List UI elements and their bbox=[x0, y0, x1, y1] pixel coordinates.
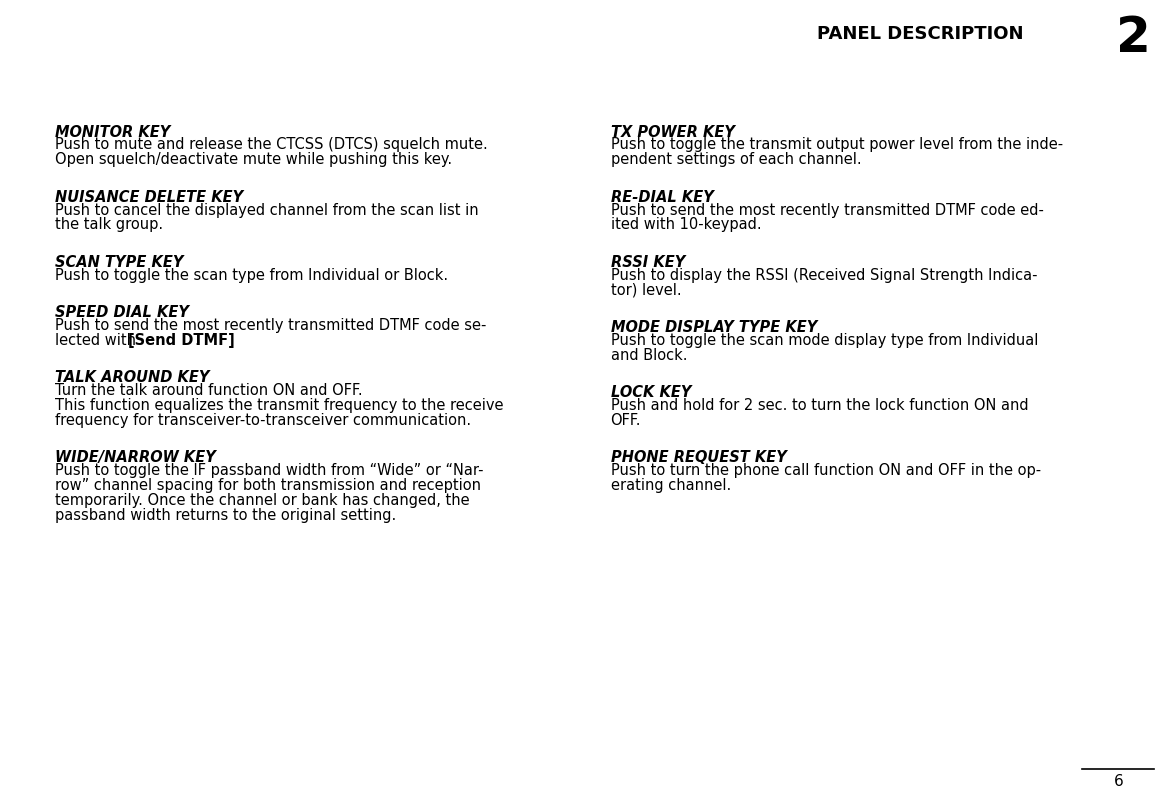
Text: Push to toggle the scan type from Individual or Block.: Push to toggle the scan type from Indivi… bbox=[55, 267, 448, 283]
Text: tor) level.: tor) level. bbox=[611, 282, 682, 297]
Text: .: . bbox=[194, 332, 200, 348]
Text: Push to send the most recently transmitted DTMF code se-: Push to send the most recently transmitt… bbox=[55, 317, 486, 332]
Text: Push to toggle the scan mode display type from Individual: Push to toggle the scan mode display typ… bbox=[611, 332, 1037, 348]
Text: [Send DTMF]: [Send DTMF] bbox=[128, 332, 235, 348]
Text: MODE DISPLAY TYPE KEY: MODE DISPLAY TYPE KEY bbox=[611, 320, 816, 335]
Text: Turn the talk around function ON and OFF.: Turn the talk around function ON and OFF… bbox=[55, 382, 363, 397]
Text: Push and hold for 2 sec. to turn the lock function ON and: Push and hold for 2 sec. to turn the loc… bbox=[611, 397, 1028, 413]
Text: RSSI KEY: RSSI KEY bbox=[611, 255, 685, 270]
Text: pendent settings of each channel.: pendent settings of each channel. bbox=[611, 153, 861, 167]
Text: SCAN TYPE KEY: SCAN TYPE KEY bbox=[55, 255, 183, 270]
Text: Push to toggle the IF passband width from “Wide” or “Nar-: Push to toggle the IF passband width fro… bbox=[55, 463, 483, 478]
Text: Push to send the most recently transmitted DTMF code ed-: Push to send the most recently transmitt… bbox=[611, 202, 1043, 218]
Text: passband width returns to the original setting.: passband width returns to the original s… bbox=[55, 507, 395, 522]
Text: 2: 2 bbox=[1116, 14, 1151, 62]
Text: SPEED DIAL KEY: SPEED DIAL KEY bbox=[55, 304, 188, 320]
Text: ited with 10-keypad.: ited with 10-keypad. bbox=[611, 217, 762, 232]
Text: TALK AROUND KEY: TALK AROUND KEY bbox=[55, 369, 209, 385]
Text: frequency for transceiver-to-transceiver communication.: frequency for transceiver-to-transceiver… bbox=[55, 412, 471, 427]
Text: WIDE/NARROW KEY: WIDE/NARROW KEY bbox=[55, 450, 215, 465]
Text: the talk group.: the talk group. bbox=[55, 217, 163, 232]
Text: Push to turn the phone call function ON and OFF in the op-: Push to turn the phone call function ON … bbox=[611, 463, 1041, 478]
Text: lected with: lected with bbox=[55, 332, 141, 348]
Text: TX POWER KEY: TX POWER KEY bbox=[611, 124, 735, 140]
Text: Push to cancel the displayed channel from the scan list in: Push to cancel the displayed channel fro… bbox=[55, 202, 478, 218]
Text: LOCK KEY: LOCK KEY bbox=[611, 385, 691, 400]
Text: OFF.: OFF. bbox=[611, 412, 641, 427]
Text: Open squelch/deactivate mute while pushing this key.: Open squelch/deactivate mute while pushi… bbox=[55, 153, 451, 167]
Text: RE-DIAL KEY: RE-DIAL KEY bbox=[611, 190, 713, 205]
Text: Push to display the RSSI (Received Signal Strength Indica-: Push to display the RSSI (Received Signa… bbox=[611, 267, 1037, 283]
Text: NUISANCE DELETE KEY: NUISANCE DELETE KEY bbox=[55, 190, 243, 205]
Text: 6: 6 bbox=[1114, 773, 1123, 788]
Text: Push to toggle the transmit output power level from the inde-: Push to toggle the transmit output power… bbox=[611, 137, 1063, 153]
Text: and Block.: and Block. bbox=[611, 347, 687, 362]
Text: PANEL DESCRIPTION: PANEL DESCRIPTION bbox=[816, 25, 1023, 43]
Text: PHONE REQUEST KEY: PHONE REQUEST KEY bbox=[611, 450, 786, 465]
Text: temporarily. Once the channel or bank has changed, the: temporarily. Once the channel or bank ha… bbox=[55, 492, 470, 507]
Text: MONITOR KEY: MONITOR KEY bbox=[55, 124, 170, 140]
Text: Push to mute and release the CTCSS (DTCS) squelch mute.: Push to mute and release the CTCSS (DTCS… bbox=[55, 137, 487, 153]
Text: row” channel spacing for both transmission and reception: row” channel spacing for both transmissi… bbox=[55, 477, 480, 492]
Text: erating channel.: erating channel. bbox=[611, 477, 730, 492]
Text: This function equalizes the transmit frequency to the receive: This function equalizes the transmit fre… bbox=[55, 397, 504, 413]
